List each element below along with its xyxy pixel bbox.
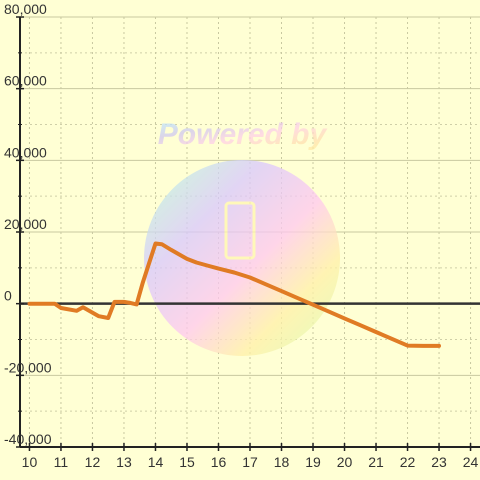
data-point xyxy=(344,317,346,319)
y-tick-label: 40,000 xyxy=(4,144,47,160)
x-tick-label: 18 xyxy=(274,454,290,470)
data-point xyxy=(328,311,330,313)
data-point xyxy=(407,345,409,347)
data-point xyxy=(123,301,125,303)
y-tick-label: 0 xyxy=(4,288,12,304)
data-point xyxy=(186,258,188,260)
data-point xyxy=(76,310,78,312)
data-point xyxy=(249,277,251,279)
x-tick-label: 14 xyxy=(148,454,164,470)
data-point xyxy=(233,271,235,273)
data-point xyxy=(142,281,144,283)
data-point xyxy=(54,303,56,305)
data-point xyxy=(281,290,283,292)
series-line xyxy=(27,241,441,348)
tick-labels: 80,00060,00040,00020,0000-20,000-40,0001… xyxy=(4,1,479,470)
data-point xyxy=(217,268,219,270)
x-tick-label: 12 xyxy=(85,454,101,470)
data-point xyxy=(98,315,100,317)
data-point xyxy=(82,306,84,308)
x-tick-label: 22 xyxy=(400,454,416,470)
data-point xyxy=(312,304,314,306)
data-point xyxy=(107,317,109,319)
data-point xyxy=(438,345,440,347)
data-point xyxy=(129,302,131,304)
x-tick-label: 20 xyxy=(337,454,353,470)
data-point xyxy=(114,301,116,303)
x-tick-label: 15 xyxy=(179,454,195,470)
data-point xyxy=(154,242,156,244)
y-tick-label: -40,000 xyxy=(4,431,52,447)
data-point xyxy=(422,345,424,347)
x-tick-label: 16 xyxy=(211,454,227,470)
series-layer xyxy=(27,241,441,348)
data-point xyxy=(359,324,361,326)
x-tick-label: 11 xyxy=(54,454,69,470)
data-point xyxy=(170,249,172,251)
data-point xyxy=(60,307,62,309)
data-point xyxy=(296,297,298,299)
x-tick-label: 10 xyxy=(22,454,38,470)
data-point xyxy=(28,303,30,305)
data-point xyxy=(161,243,163,245)
x-tick-label: 17 xyxy=(242,454,258,470)
x-tick-label: 19 xyxy=(305,454,321,470)
data-point xyxy=(208,265,210,267)
data-point xyxy=(195,261,197,263)
data-point xyxy=(391,338,393,340)
axes xyxy=(16,16,480,451)
data-point xyxy=(375,331,377,333)
y-tick-label: -20,000 xyxy=(4,359,52,375)
y-tick-label: 20,000 xyxy=(4,216,47,232)
x-tick-label: 13 xyxy=(116,454,132,470)
y-tick-label: 80,000 xyxy=(4,1,47,17)
data-point xyxy=(136,303,138,305)
data-point xyxy=(265,283,267,285)
watermark-text: Powered by xyxy=(158,118,328,151)
x-tick-label: 23 xyxy=(431,454,447,470)
x-tick-label: 21 xyxy=(368,454,384,470)
watermark-phone-shape xyxy=(224,201,256,260)
watermark: Powered by xyxy=(144,118,340,356)
x-tick-label: 24 xyxy=(463,454,479,470)
y-tick-label: 60,000 xyxy=(4,73,47,89)
data-point xyxy=(44,303,46,305)
